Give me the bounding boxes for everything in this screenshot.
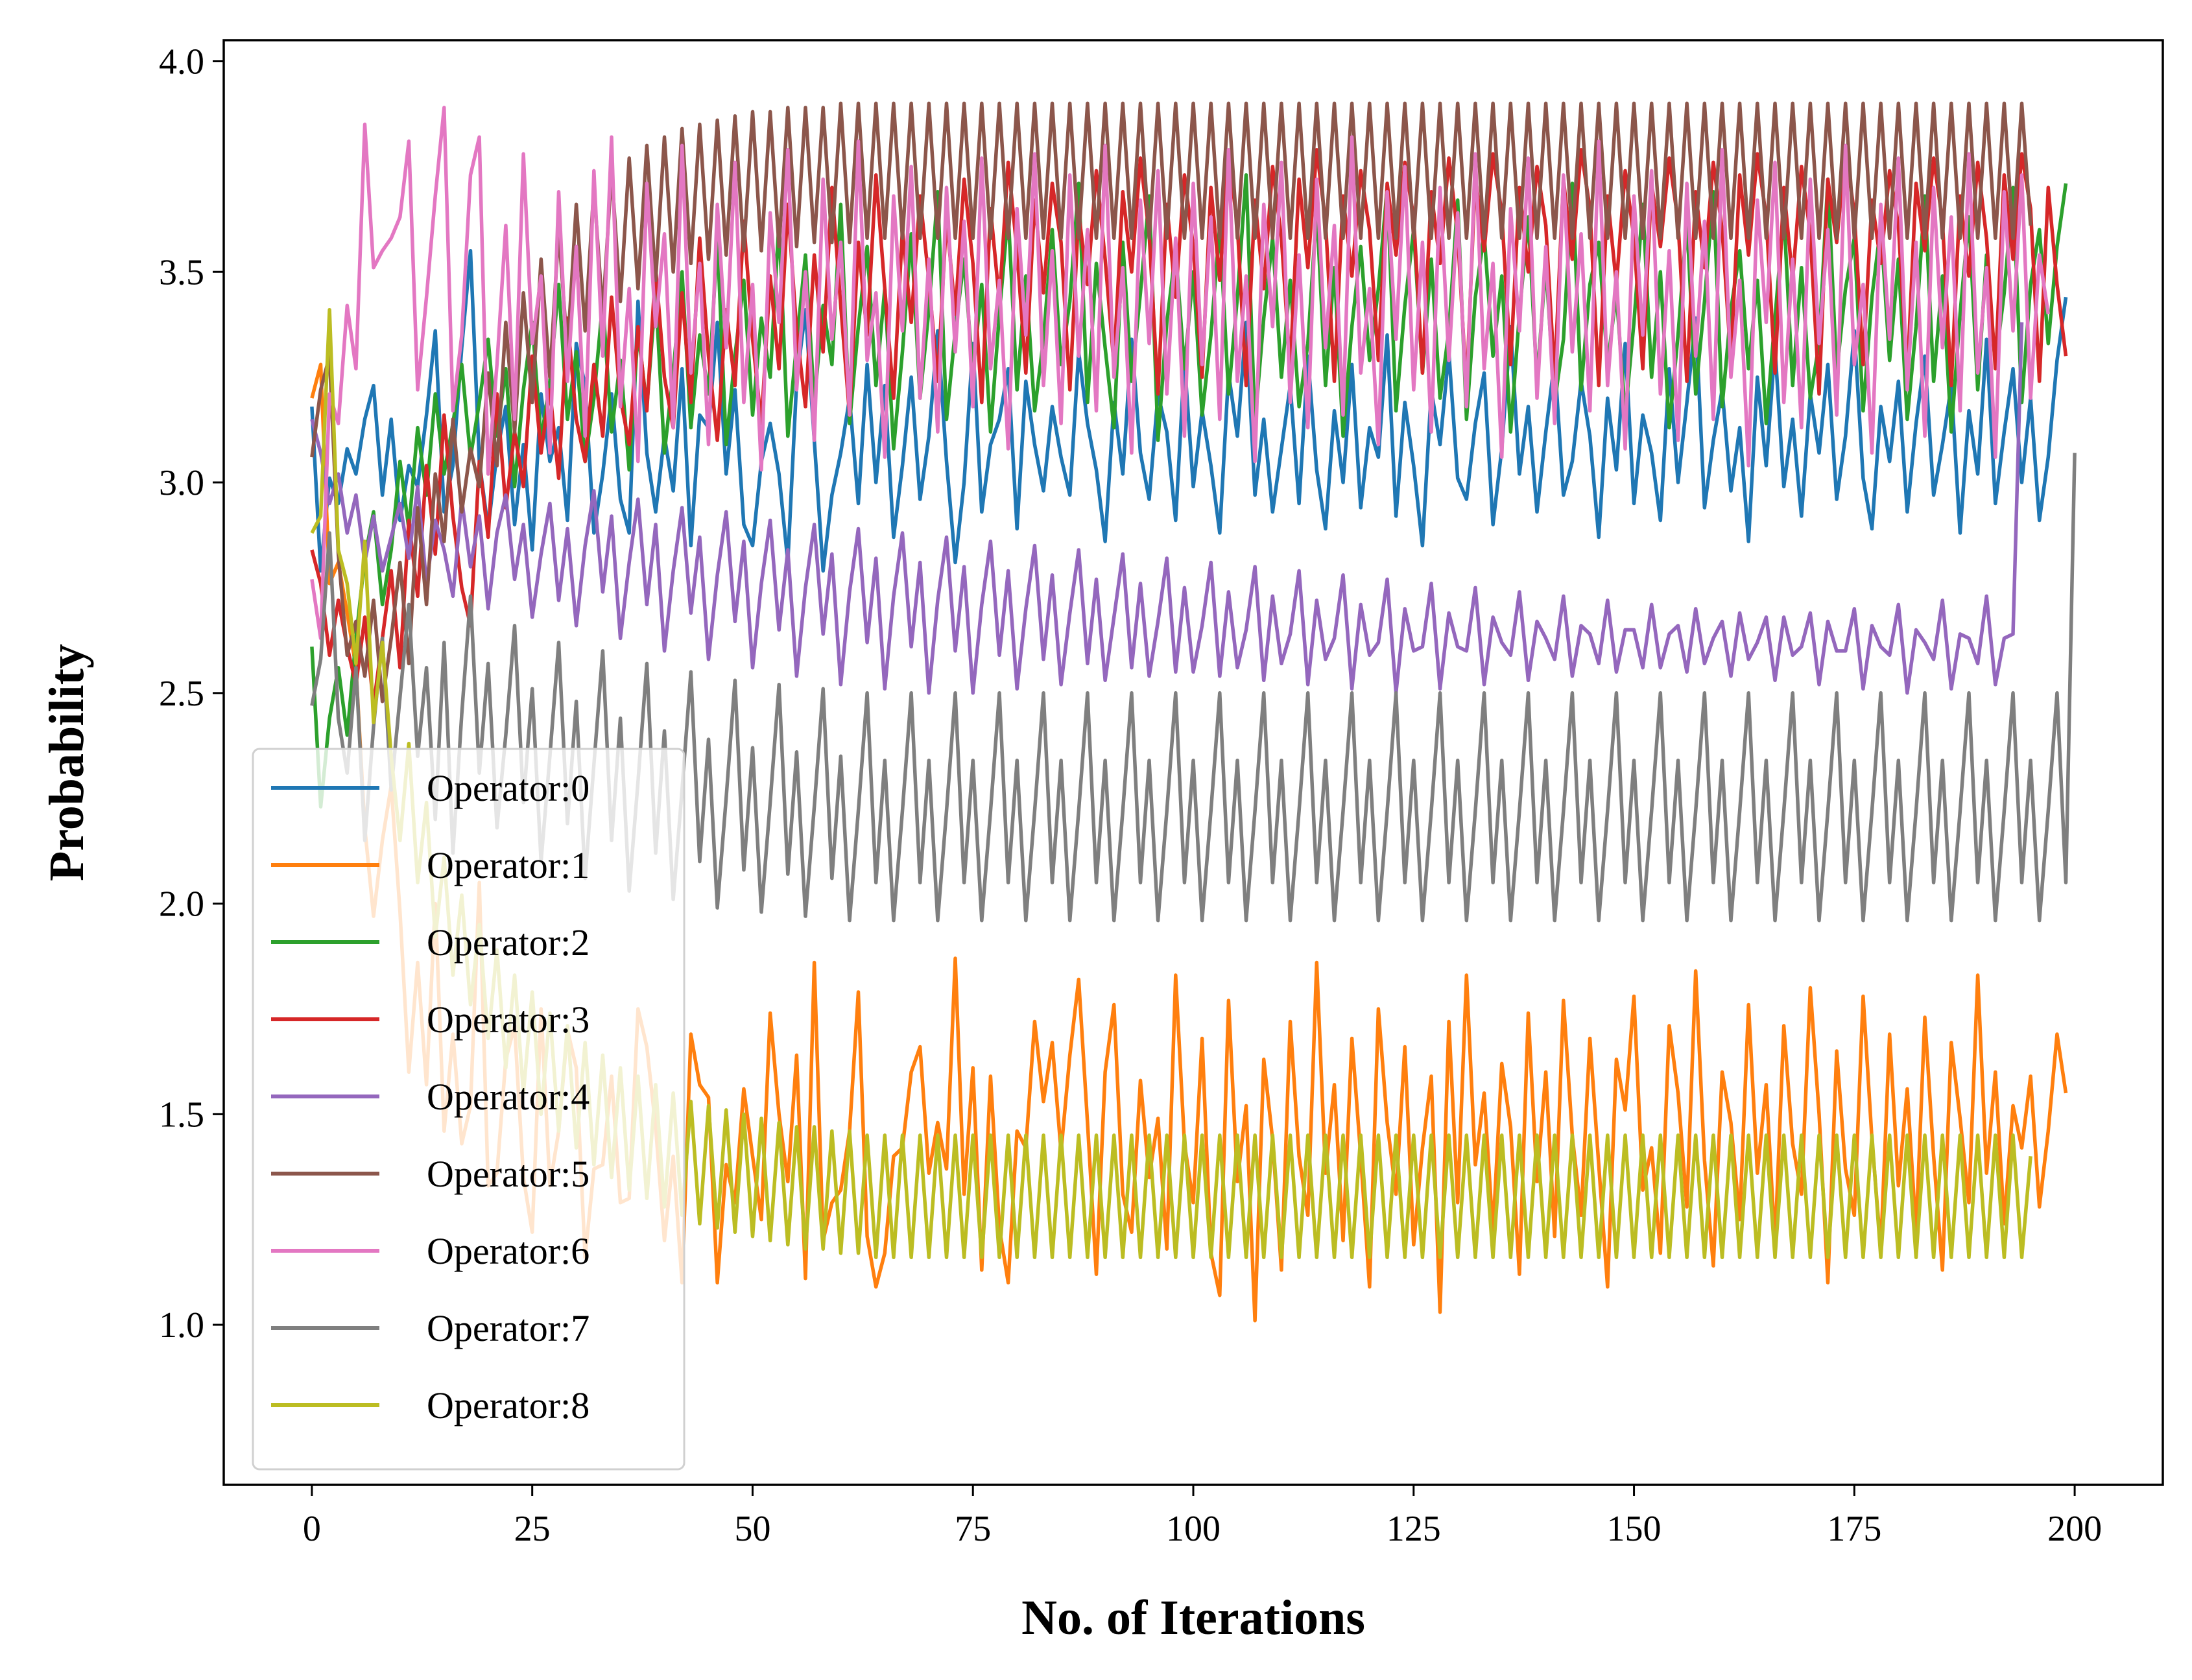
legend-label: Operator:6: [427, 1230, 590, 1272]
x-tick-label: 100: [1166, 1509, 1221, 1549]
legend-label: Operator:7: [427, 1307, 590, 1349]
y-axis-title: Probability: [40, 644, 94, 881]
y-tick-label: 1.5: [159, 1094, 204, 1135]
legend-label: Operator:4: [427, 1076, 590, 1118]
legend-label: Operator:5: [427, 1153, 590, 1195]
legend-label: Operator:2: [427, 921, 590, 964]
legend-label: Operator:3: [427, 999, 590, 1041]
y-tick-label: 3.5: [159, 252, 204, 292]
x-tick-label: 25: [514, 1509, 551, 1549]
legend-label: Operator:1: [427, 844, 590, 886]
x-tick-label: 125: [1387, 1509, 1441, 1549]
x-tick-label: 150: [1607, 1509, 1662, 1549]
x-tick-label: 175: [1827, 1509, 1881, 1549]
y-tick-label: 4.0: [159, 41, 204, 82]
y-tick-label: 2.5: [159, 674, 204, 714]
legend: Operator:0 Operator:1 Operator:2 Operator:3…: [253, 749, 684, 1469]
legend-label: Operator:0: [427, 767, 590, 809]
legend-label: Operator:8: [427, 1384, 590, 1426]
x-axis-title: No. of Iterations: [1021, 1591, 1365, 1645]
y-tick-label: 2.0: [159, 884, 204, 925]
x-tick-label: 200: [2047, 1509, 2102, 1549]
x-tick-label: 0: [303, 1509, 321, 1549]
y-tick-label: 1.0: [159, 1305, 204, 1345]
x-tick-label: 75: [955, 1509, 991, 1549]
y-tick-label: 3.0: [159, 463, 204, 503]
x-tick-label: 50: [734, 1509, 770, 1549]
